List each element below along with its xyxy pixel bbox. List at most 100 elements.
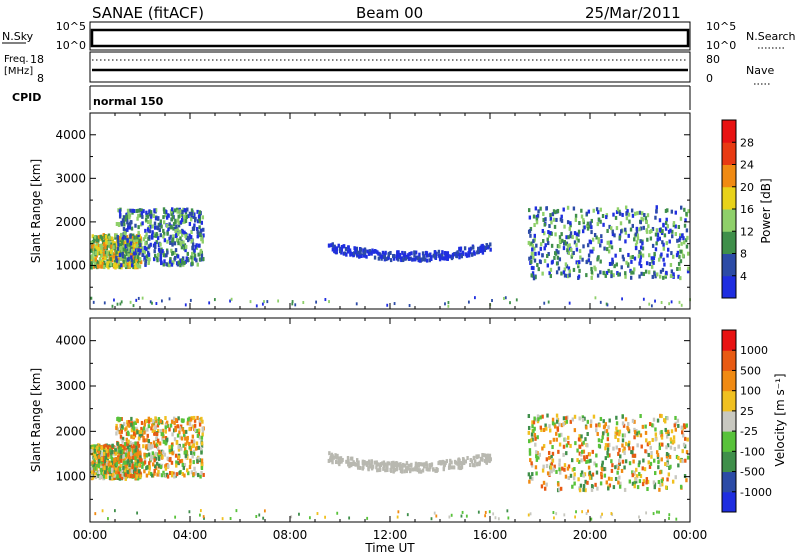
scatter-cell <box>134 430 138 435</box>
scatter-cell <box>93 472 97 477</box>
scatter-cell <box>359 250 362 255</box>
scatter-cell <box>579 255 582 260</box>
scatter-cell <box>588 470 592 475</box>
scatter-cell <box>114 235 117 240</box>
scatter-cell <box>124 235 127 240</box>
scatter-cell <box>608 240 611 245</box>
scatter-cell <box>332 455 335 460</box>
scatter-cell <box>582 484 586 489</box>
scatter-cell <box>413 250 416 255</box>
scatter-cell <box>390 461 394 466</box>
scatter-cell <box>628 479 632 484</box>
scatter-cell <box>188 416 191 421</box>
scatter-cell <box>604 446 607 451</box>
scatter-cell <box>200 220 204 225</box>
scatter-cell <box>685 450 689 455</box>
scatter-cell <box>163 238 167 243</box>
scatter-cell <box>151 428 155 433</box>
scatter-cell <box>580 452 583 457</box>
scatter-cell <box>199 446 203 451</box>
scatter-cell <box>671 479 675 484</box>
scatter-cell <box>541 446 544 451</box>
scatter-cell <box>654 247 658 252</box>
scatter-cell <box>179 263 182 268</box>
scatter-cell <box>433 254 437 259</box>
scatter-cell <box>127 263 130 268</box>
scatter-cell <box>420 462 423 467</box>
scatter-cell <box>586 443 589 448</box>
scatter-cell <box>139 474 142 479</box>
scatter-cell <box>457 465 460 470</box>
scatter-cell <box>109 242 113 247</box>
scatter-cell <box>473 463 476 468</box>
scatter-cell <box>551 259 554 264</box>
scatter-cell <box>455 254 459 259</box>
scatter-cell <box>138 457 141 462</box>
scatter-cell <box>196 433 200 438</box>
scatter-cell <box>126 225 130 230</box>
scatter-cell <box>641 466 644 471</box>
scatter-cell <box>115 431 118 436</box>
scatter-cell <box>355 249 358 254</box>
scatter-cell <box>567 266 571 271</box>
scatter-cell <box>92 463 96 468</box>
scatter-cell <box>159 465 163 470</box>
scatter-cell <box>638 515 640 519</box>
scatter-cell <box>587 509 589 513</box>
scatter-cell <box>609 240 613 245</box>
scatter-cell <box>124 463 127 468</box>
scatter-cell <box>370 465 374 470</box>
nsearch-tick-bottom: 10^0 <box>706 39 736 52</box>
scatter-cell <box>460 514 463 518</box>
scatter-cell <box>146 433 149 438</box>
scatter-cell <box>634 479 638 484</box>
scatter-cell <box>106 264 109 269</box>
scatter-cell <box>167 227 170 232</box>
scatter-cell <box>120 263 123 268</box>
scatter-cell <box>448 462 451 467</box>
scatter-cell <box>685 478 688 483</box>
scatter-cell <box>135 243 139 248</box>
scatter-cell <box>143 248 147 253</box>
scatter-cell <box>578 260 581 265</box>
scatter-cell <box>554 251 557 256</box>
scatter-cell <box>156 252 160 257</box>
scatter-cell <box>136 419 139 424</box>
scatter-cell <box>672 439 676 444</box>
scatter-cell <box>555 512 558 516</box>
scatter-cell <box>172 471 175 476</box>
scatter-cell <box>141 249 145 254</box>
scatter-cell <box>354 462 358 467</box>
scatter-cell <box>133 449 136 454</box>
scatter-cell <box>139 257 142 262</box>
scatter-cell <box>651 274 654 279</box>
scatter-cell <box>599 300 602 304</box>
cpid-panel: CPID normal 150 <box>12 85 691 110</box>
scatter-cell <box>633 237 636 242</box>
scatter-cell <box>616 470 619 475</box>
scatter-cell <box>588 224 591 229</box>
scatter-cell <box>152 214 155 219</box>
scatter-cell <box>159 419 162 424</box>
scatter-cell <box>644 430 648 435</box>
scatter-cell <box>159 219 163 224</box>
scatter-cell <box>667 453 670 458</box>
scatter-cell <box>100 467 103 472</box>
scatter-cell <box>681 430 684 435</box>
scatter-cell <box>191 211 194 216</box>
scatter-cell <box>184 442 187 447</box>
scatter-cell <box>186 417 190 422</box>
nsky-tick-top: 10^5 <box>56 20 86 33</box>
scatter-cell <box>633 484 636 489</box>
scatter-cell <box>149 442 153 447</box>
scatter-cell <box>654 215 657 220</box>
scatter-cell <box>120 232 123 237</box>
scatter-cell <box>534 206 538 211</box>
scatter-cell <box>108 258 111 263</box>
scatter-cell <box>135 426 138 431</box>
scatter-cell <box>193 428 197 433</box>
scatter-cell <box>549 216 553 221</box>
scatter-cell <box>191 258 194 263</box>
scatter-cell <box>631 473 634 478</box>
scatter-cell <box>124 427 127 432</box>
